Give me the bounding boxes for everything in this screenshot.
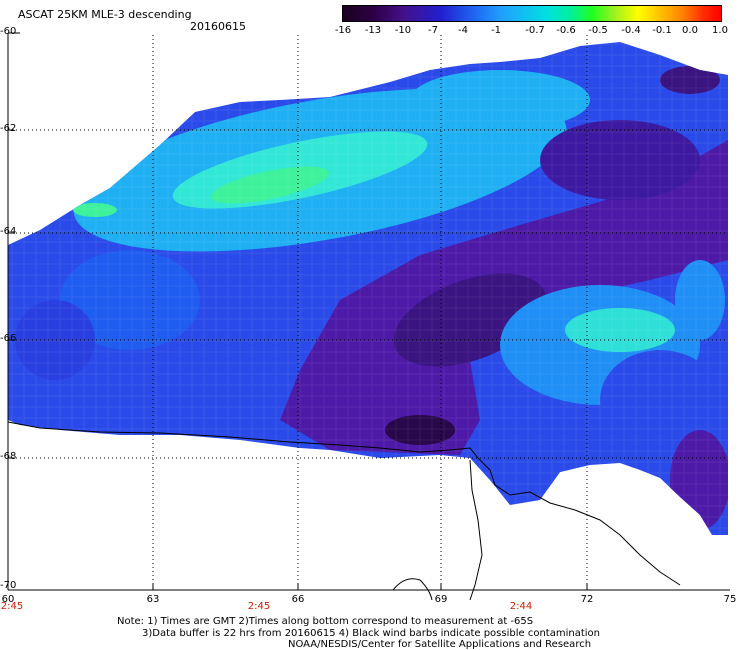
lat-label: -70 bbox=[0, 580, 17, 591]
lon-label: 69 bbox=[434, 594, 448, 605]
lon-label: 60 bbox=[1, 594, 15, 605]
note-line: Note: 1) Times are GMT 2)Times along bot… bbox=[117, 616, 534, 627]
colorbar-label: -0.1 bbox=[652, 25, 672, 36]
colorbar-label: 0.0 bbox=[682, 25, 698, 36]
colorbar-label: -0.7 bbox=[525, 25, 545, 36]
lat-label: -68 bbox=[0, 451, 17, 462]
colorbar-label: -0.5 bbox=[588, 25, 608, 36]
note-line: 3)Data buffer is 22 hrs from 20160615 4)… bbox=[142, 628, 600, 639]
lon-label: 72 bbox=[580, 594, 594, 605]
colorbar-label: -13 bbox=[364, 25, 382, 36]
time-label: 2:44 bbox=[509, 601, 533, 612]
colorbar bbox=[342, 5, 722, 22]
lon-label: 63 bbox=[146, 594, 160, 605]
colorbar-label: -10 bbox=[394, 25, 412, 36]
time-label: 2:45 bbox=[0, 601, 24, 612]
map-frame bbox=[7, 32, 730, 591]
colorbar-label: -4 bbox=[458, 25, 468, 36]
time-label: 2:45 bbox=[247, 601, 271, 612]
island-outline bbox=[392, 578, 433, 601]
colorbar-label: -7 bbox=[428, 25, 438, 36]
note-line: NOAA/NESDIS/Center for Satellite Applica… bbox=[288, 639, 592, 650]
colorbar-label: -1 bbox=[491, 25, 501, 36]
lat-label: -62 bbox=[0, 123, 17, 134]
colorbar-label: 1.0 bbox=[712, 25, 728, 36]
lat-label: -64 bbox=[0, 226, 17, 237]
colorbar-label: -0.6 bbox=[556, 25, 576, 36]
coastline-inlet bbox=[469, 459, 483, 601]
graticule bbox=[8, 35, 728, 588]
lon-label: 75 bbox=[723, 594, 737, 605]
colorbar-label: -0.4 bbox=[621, 25, 641, 36]
colorbar-label: -16 bbox=[334, 25, 352, 36]
ice-coverage bbox=[8, 42, 728, 535]
lat-label: -66 bbox=[0, 333, 17, 344]
map-date: 20160615 bbox=[190, 20, 246, 33]
lon-label: 66 bbox=[291, 594, 305, 605]
lat-label: -60 bbox=[0, 26, 17, 37]
coastline bbox=[7, 421, 681, 586]
map-title: ASCAT 25KM MLE-3 descending bbox=[18, 8, 192, 21]
